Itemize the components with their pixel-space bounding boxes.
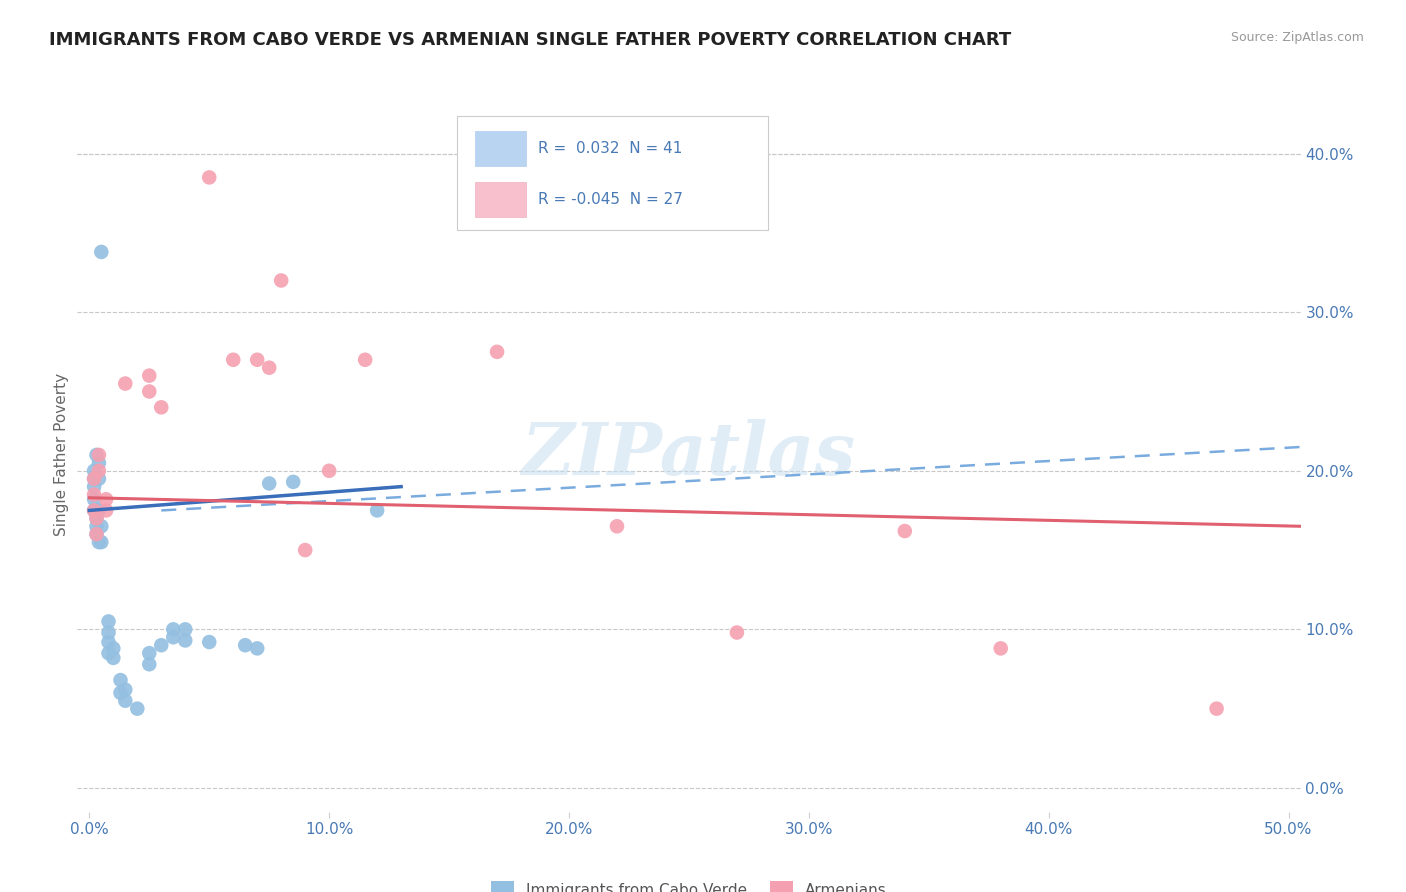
Point bbox=[97, 615, 120, 629]
Point bbox=[138, 657, 160, 672]
Point bbox=[97, 635, 120, 649]
Point bbox=[354, 352, 377, 367]
Point bbox=[90, 244, 112, 259]
Point bbox=[83, 480, 105, 494]
Point bbox=[114, 682, 136, 697]
Point bbox=[83, 492, 105, 507]
Point bbox=[486, 344, 509, 359]
Point bbox=[246, 352, 269, 367]
Point bbox=[233, 638, 256, 652]
Point bbox=[87, 464, 110, 478]
FancyBboxPatch shape bbox=[475, 182, 526, 218]
Point bbox=[283, 475, 305, 489]
Point bbox=[174, 633, 197, 648]
Text: R = -0.045  N = 27: R = -0.045 N = 27 bbox=[538, 193, 683, 207]
Point bbox=[86, 511, 108, 525]
Point bbox=[127, 701, 149, 715]
Point bbox=[222, 352, 245, 367]
Point bbox=[110, 686, 132, 700]
Point bbox=[87, 456, 110, 470]
Point bbox=[87, 448, 110, 462]
FancyBboxPatch shape bbox=[457, 116, 769, 230]
Point bbox=[257, 476, 280, 491]
Point bbox=[114, 694, 136, 708]
Point bbox=[110, 673, 132, 687]
Point bbox=[83, 503, 105, 517]
Point bbox=[86, 519, 108, 533]
Point bbox=[97, 646, 120, 660]
Point bbox=[150, 401, 173, 415]
Point bbox=[138, 646, 160, 660]
Point bbox=[103, 641, 125, 656]
Point bbox=[86, 527, 108, 541]
Point bbox=[150, 638, 173, 652]
Text: IMMIGRANTS FROM CABO VERDE VS ARMENIAN SINGLE FATHER POVERTY CORRELATION CHART: IMMIGRANTS FROM CABO VERDE VS ARMENIAN S… bbox=[49, 31, 1011, 49]
Point bbox=[246, 641, 269, 656]
Point bbox=[162, 623, 184, 637]
Point bbox=[198, 170, 221, 185]
Point bbox=[97, 625, 120, 640]
Point bbox=[94, 503, 117, 517]
Point bbox=[83, 464, 105, 478]
Point bbox=[257, 360, 280, 375]
Point bbox=[138, 384, 160, 399]
Point bbox=[83, 503, 105, 517]
FancyBboxPatch shape bbox=[475, 131, 526, 166]
Point bbox=[87, 472, 110, 486]
Point bbox=[894, 524, 917, 538]
Y-axis label: Single Father Poverty: Single Father Poverty bbox=[53, 374, 69, 536]
Point bbox=[87, 535, 110, 549]
Point bbox=[83, 487, 105, 501]
Point bbox=[606, 519, 628, 533]
Point bbox=[162, 630, 184, 644]
Point bbox=[114, 376, 136, 391]
Point bbox=[94, 492, 117, 507]
Point bbox=[318, 464, 340, 478]
Legend: Immigrants from Cabo Verde, Armenians: Immigrants from Cabo Verde, Armenians bbox=[484, 873, 894, 892]
Point bbox=[103, 651, 125, 665]
Point bbox=[270, 273, 292, 287]
Point bbox=[366, 503, 388, 517]
Point bbox=[138, 368, 160, 383]
Point bbox=[86, 503, 108, 517]
Point bbox=[87, 503, 110, 517]
Point bbox=[1205, 701, 1227, 715]
Text: ZIPatlas: ZIPatlas bbox=[522, 419, 856, 491]
Point bbox=[86, 511, 108, 525]
Point bbox=[294, 543, 316, 558]
Point bbox=[86, 527, 108, 541]
Point bbox=[90, 535, 112, 549]
Text: Source: ZipAtlas.com: Source: ZipAtlas.com bbox=[1230, 31, 1364, 45]
Point bbox=[90, 519, 112, 533]
Point bbox=[83, 472, 105, 486]
Point bbox=[86, 448, 108, 462]
Point bbox=[83, 472, 105, 486]
Point bbox=[198, 635, 221, 649]
Text: R =  0.032  N = 41: R = 0.032 N = 41 bbox=[538, 141, 683, 156]
Point bbox=[990, 641, 1012, 656]
Point bbox=[174, 623, 197, 637]
Point bbox=[725, 625, 748, 640]
